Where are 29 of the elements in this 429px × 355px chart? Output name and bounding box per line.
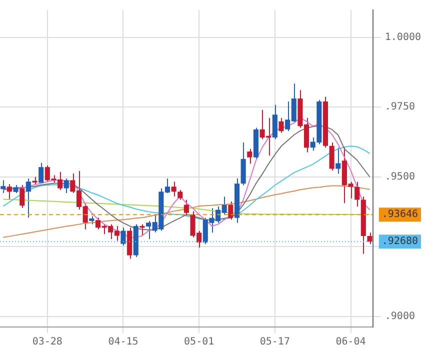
x-tick-label: 03-28 bbox=[32, 336, 62, 348]
candlestick bbox=[336, 147, 341, 174]
candlestick bbox=[354, 181, 360, 207]
x-tick-label: 05-01 bbox=[184, 336, 214, 348]
candlestick bbox=[247, 148, 252, 164]
candlestick bbox=[184, 199, 189, 217]
y-tick-label: .9500 bbox=[384, 171, 415, 182]
y-tick-label: 1.0000 bbox=[384, 32, 421, 43]
candlestick bbox=[228, 200, 234, 220]
candlestick bbox=[367, 232, 372, 245]
candlestick bbox=[171, 181, 176, 197]
candlestick bbox=[0, 180, 6, 194]
candlestick bbox=[64, 178, 69, 194]
y-tick-label: .9750 bbox=[384, 102, 415, 113]
candlestick bbox=[272, 104, 278, 140]
x-tick-label: 05-17 bbox=[260, 336, 290, 348]
candlestick bbox=[120, 227, 126, 246]
candlestick bbox=[278, 117, 284, 134]
ref-line-label: .92680 bbox=[382, 236, 418, 248]
candlestick bbox=[329, 142, 334, 171]
x-tick-label: 04-15 bbox=[108, 336, 138, 348]
ref-line-label: .93646 bbox=[382, 209, 418, 220]
candlestick bbox=[6, 184, 12, 200]
y-tick-label: .9000 bbox=[384, 310, 415, 322]
candlestick bbox=[20, 184, 25, 208]
candlestick bbox=[178, 189, 183, 200]
candlestick bbox=[38, 162, 44, 184]
candlestick bbox=[26, 178, 31, 218]
x-tick-label: 06-04 bbox=[336, 336, 366, 348]
